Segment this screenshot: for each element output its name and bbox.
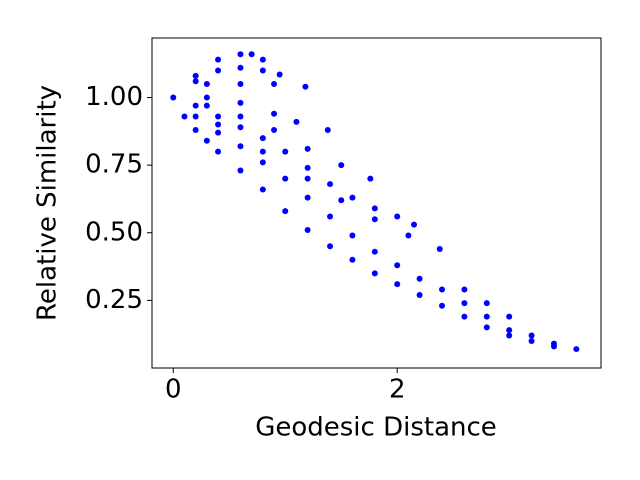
point: [215, 121, 222, 128]
point: [416, 291, 423, 298]
point: [237, 124, 244, 131]
point: [237, 99, 244, 106]
point: [506, 332, 513, 339]
point: [528, 337, 535, 344]
point: [259, 159, 266, 166]
point: [573, 346, 580, 353]
point: [338, 162, 345, 169]
point: [259, 186, 266, 193]
point: [304, 175, 311, 182]
point: [215, 56, 222, 63]
point: [506, 313, 513, 320]
point: [550, 340, 557, 347]
point: [259, 67, 266, 74]
y-tick-label: 0.25: [85, 285, 143, 315]
plot-frame: [151, 37, 602, 369]
point: [170, 94, 177, 101]
point: [271, 126, 278, 133]
point: [215, 67, 222, 74]
x-tick-label: 0: [165, 375, 182, 405]
point: [282, 208, 289, 215]
point: [411, 221, 418, 228]
point: [192, 72, 199, 79]
point: [394, 262, 401, 269]
point: [259, 135, 266, 142]
point: [405, 232, 412, 239]
point: [371, 216, 378, 223]
point: [367, 175, 374, 182]
y-tick-label: 0.50: [85, 217, 143, 247]
point: [237, 80, 244, 87]
point: [506, 327, 513, 334]
point: [304, 164, 311, 171]
point: [439, 286, 446, 293]
point: [271, 80, 278, 87]
point: [215, 113, 222, 120]
point: [302, 83, 309, 90]
point: [439, 302, 446, 309]
point: [181, 113, 188, 120]
point: [215, 129, 222, 136]
point: [192, 102, 199, 109]
x-axis-label: Geodesic Distance: [255, 413, 497, 443]
x-tick-label: 2: [389, 375, 406, 405]
point: [248, 51, 255, 58]
point: [304, 227, 311, 234]
point: [293, 118, 300, 125]
point: [338, 197, 345, 204]
point: [203, 80, 210, 87]
point: [304, 194, 311, 201]
point: [461, 286, 468, 293]
point: [237, 51, 244, 58]
point: [192, 113, 199, 120]
point: [461, 300, 468, 307]
point: [327, 181, 334, 188]
point: [371, 270, 378, 277]
point: [304, 145, 311, 152]
point: [324, 126, 331, 133]
point: [371, 205, 378, 212]
point: [483, 300, 490, 307]
point: [276, 71, 283, 78]
y-tick-label: 0.75: [85, 150, 143, 180]
point: [461, 313, 468, 320]
point: [192, 126, 199, 133]
point: [327, 243, 334, 250]
point: [416, 275, 423, 282]
point: [237, 113, 244, 120]
point: [436, 245, 443, 252]
point: [237, 64, 244, 71]
point: [394, 281, 401, 288]
point: [371, 248, 378, 255]
point: [192, 78, 199, 85]
y-axis-label: Relative Similarity: [33, 85, 63, 321]
point: [483, 313, 490, 320]
point: [282, 175, 289, 182]
point: [349, 256, 356, 263]
point: [237, 167, 244, 174]
point: [237, 143, 244, 150]
point: [349, 194, 356, 201]
point: [259, 148, 266, 155]
point: [394, 213, 401, 220]
point: [203, 137, 210, 144]
point: [271, 110, 278, 117]
point: [215, 148, 222, 155]
point: [282, 148, 289, 155]
y-tick-label: 1.00: [85, 82, 143, 112]
point: [327, 213, 334, 220]
point: [483, 324, 490, 331]
point: [203, 94, 210, 101]
point: [259, 56, 266, 63]
point: [349, 232, 356, 239]
point: [528, 332, 535, 339]
point: [203, 102, 210, 109]
